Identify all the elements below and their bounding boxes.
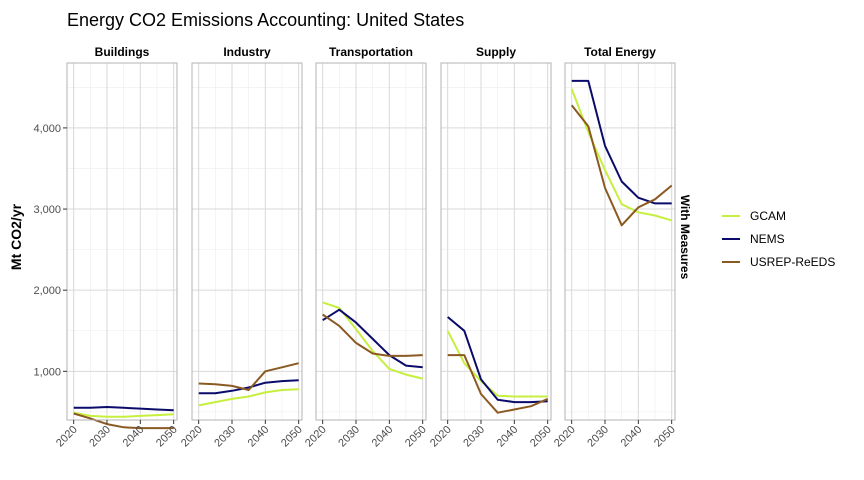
panel-background bbox=[316, 63, 426, 420]
row-strip-label: With Measures bbox=[678, 195, 692, 280]
legend-item-gcam: GCAM bbox=[722, 209, 786, 223]
legend-label: NEMS bbox=[750, 232, 785, 246]
x-tick-label: 2030 bbox=[87, 424, 113, 450]
series-line-usrep-reeds-supply bbox=[447, 354, 549, 414]
y-tick-label: 1,000 bbox=[33, 366, 61, 378]
x-tick-label: 2050 bbox=[279, 424, 305, 450]
chart-title: Energy CO2 Emissions Accounting: United … bbox=[67, 10, 464, 30]
x-tick-label: 2030 bbox=[585, 424, 611, 450]
panel-industry: Industry 2020 2030 2040 2050 bbox=[179, 45, 305, 449]
series-line-gcam-buildings bbox=[73, 411, 174, 418]
x-tick-label: 2050 bbox=[403, 424, 429, 450]
x-tick-label: 2020 bbox=[179, 424, 205, 450]
panel-total-energy: Total Energy 2020 2030 2040 2050 bbox=[552, 45, 678, 449]
series-line-usrep-reeds-buildings bbox=[73, 412, 174, 430]
x-tick-label: 2020 bbox=[428, 424, 454, 450]
series-line-nems-total-energy bbox=[571, 79, 672, 205]
x-tick-label: 2050 bbox=[528, 424, 554, 450]
panel-border bbox=[66, 62, 178, 421]
series-line-usrep-reeds-transportation bbox=[322, 313, 423, 357]
x-tick-label: 2030 bbox=[212, 424, 238, 450]
y-axis-label: Mt CO2/yr bbox=[8, 203, 24, 270]
legend-item-usrep-reeds: USREP-ReEDS bbox=[722, 255, 835, 269]
panels: Buildings 2020 2030 2040 2050 1,000 2,000 3,000… bbox=[33, 45, 677, 449]
panel-strip-label: Transportation bbox=[329, 45, 413, 59]
x-tick-label: 2020 bbox=[54, 424, 80, 450]
y-tick-label: 3,000 bbox=[33, 204, 61, 216]
series-line-gcam-industry bbox=[198, 388, 299, 407]
panel-background bbox=[67, 63, 177, 420]
y-tick-label: 2,000 bbox=[33, 285, 61, 297]
x-tick-label: 2030 bbox=[461, 424, 487, 450]
x-tick-label: 2020 bbox=[552, 424, 578, 450]
series-line-nems-supply bbox=[447, 316, 548, 404]
legend: GCAM NEMS USREP-ReEDS bbox=[722, 209, 835, 269]
panel-transportation: Transportation 2020 2030 2040 2050 bbox=[303, 45, 429, 449]
series-line-gcam-transportation bbox=[322, 301, 423, 380]
panel-background bbox=[192, 63, 302, 420]
series-line-usrep-reeds-industry bbox=[198, 362, 299, 391]
legend-label: USREP-ReEDS bbox=[750, 255, 835, 269]
panel-background bbox=[565, 63, 675, 420]
panel-border bbox=[564, 62, 676, 421]
series-line-gcam-supply bbox=[446, 330, 548, 398]
y-tick-label: 4,000 bbox=[33, 123, 61, 135]
panel-strip-label: Total Energy bbox=[584, 45, 656, 59]
panel-background bbox=[441, 63, 551, 420]
series-line-usrep-reeds-total-energy bbox=[570, 104, 673, 227]
series-line-nems-industry bbox=[198, 379, 299, 395]
x-tick-label: 2030 bbox=[336, 424, 362, 450]
series-line-nems-transportation bbox=[322, 308, 423, 369]
x-tick-label: 2040 bbox=[370, 424, 396, 450]
panel-border bbox=[191, 62, 303, 421]
panel-supply: Supply 2020 2030 2040 2050 bbox=[428, 45, 554, 449]
x-tick-label: 2050 bbox=[652, 424, 678, 450]
x-tick-label: 2040 bbox=[619, 424, 645, 450]
x-tick-label: 2040 bbox=[495, 424, 521, 450]
panel-border bbox=[315, 62, 427, 421]
series-line-gcam-total-energy bbox=[570, 88, 672, 222]
panel-strip-label: Buildings bbox=[95, 45, 150, 59]
legend-item-nems: NEMS bbox=[722, 232, 785, 246]
panel-strip-label: Industry bbox=[223, 45, 271, 59]
x-tick-label: 2040 bbox=[246, 424, 272, 450]
panel-strip-label: Supply bbox=[476, 45, 516, 59]
panel-border bbox=[440, 62, 552, 421]
series-line-nems-buildings bbox=[73, 406, 174, 412]
x-tick-label: 2020 bbox=[303, 424, 329, 450]
legend-label: GCAM bbox=[750, 209, 786, 223]
